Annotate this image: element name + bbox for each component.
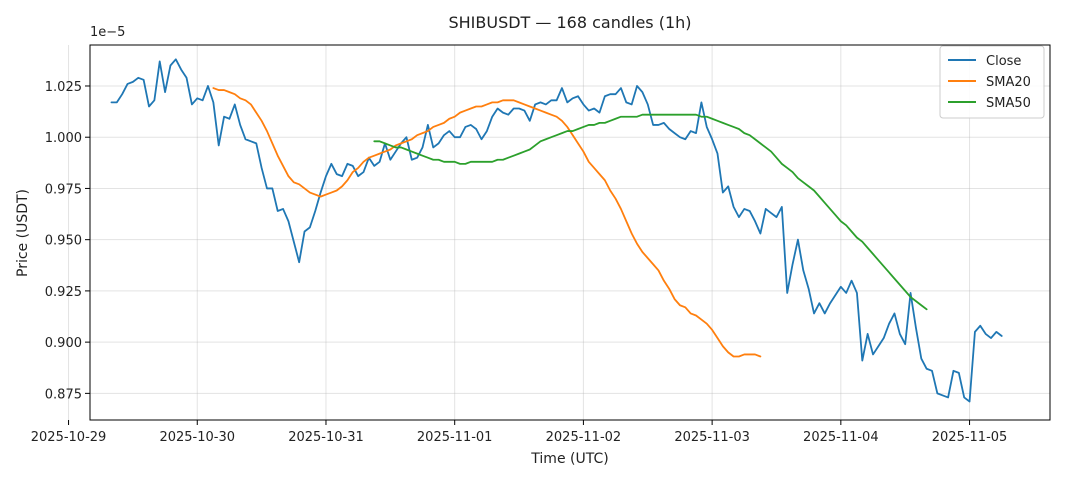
x-tick-label: 2025-11-04 (803, 430, 879, 445)
x-tick-label: 2025-11-03 (674, 430, 750, 445)
x-tick-label: 2025-10-29 (31, 430, 107, 445)
x-axis-label: Time (UTC) (530, 451, 608, 467)
legend-label: Close (986, 54, 1021, 69)
y-tick-label: 0.925 (45, 285, 82, 300)
y-axis-label: Price (USDT) (15, 189, 31, 277)
y-tick-label: 0.900 (45, 336, 82, 351)
x-tick-label: 2025-11-01 (417, 430, 493, 445)
y-axis: 0.875 0.900 0.925 0.950 0.975 1.000 1.025 (45, 80, 90, 402)
series-line-sma20 (212, 87, 762, 358)
x-tick-label: 2025-10-31 (288, 430, 364, 445)
legend: Close SMA20 SMA50 (939, 45, 1045, 119)
y-tick-label: 0.875 (45, 387, 82, 402)
y-offset-label: 1e−5 (90, 25, 125, 40)
plot-frame (89, 44, 1051, 421)
x-tick-label: 2025-10-30 (159, 430, 235, 445)
legend-box (939, 45, 1045, 119)
x-tick-label: 2025-11-05 (932, 430, 1008, 445)
y-tick-label: 1.000 (45, 131, 82, 146)
grid (68, 45, 1050, 420)
legend-label: SMA20 (986, 75, 1031, 90)
y-tick-label: 1.025 (45, 80, 82, 95)
y-tick-label: 0.950 (45, 234, 82, 249)
x-axis: 2025-10-29 2025-10-30 2025-10-31 2025-11-01… (31, 420, 1008, 445)
series-layer (110, 58, 1003, 403)
x-tick-label: 2025-11-02 (546, 430, 622, 445)
chart-title: SHIBUSDT — 168 candles (1h) (448, 13, 691, 32)
series-line-sma50 (373, 113, 928, 311)
legend-label: SMA50 (986, 96, 1031, 111)
y-tick-label: 0.975 (45, 182, 82, 197)
series-line-close (110, 58, 1003, 403)
